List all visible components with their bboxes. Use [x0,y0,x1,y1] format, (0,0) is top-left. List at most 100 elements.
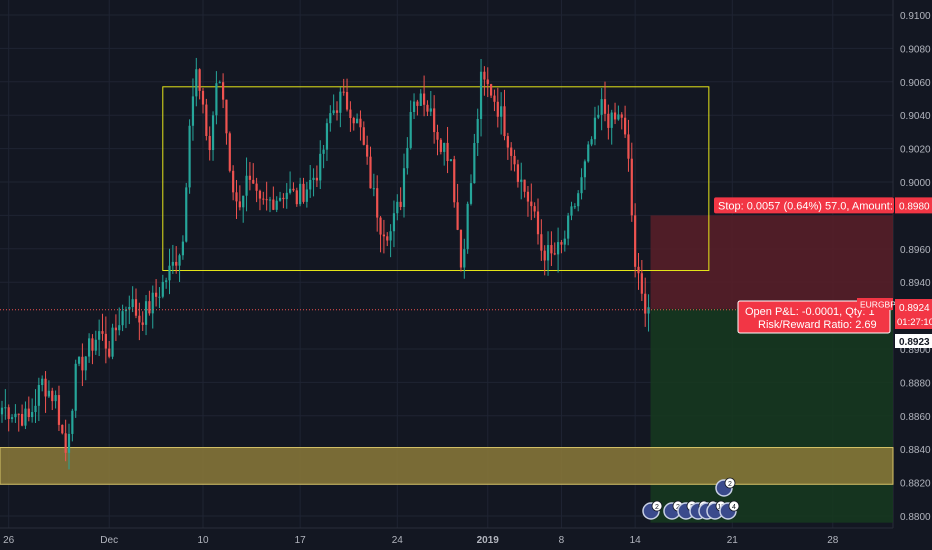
candle-body [268,199,272,201]
price-line-tag-bg [895,334,932,348]
y-tick-label: 0.8860 [900,412,931,423]
candle-body [433,108,436,133]
candle-body [148,301,151,314]
candle-body [342,91,345,93]
candle-body [14,413,17,418]
candle-body [41,378,44,386]
candle-body [530,201,533,207]
candle-body [446,142,449,162]
candle-body [74,363,77,411]
x-tick-label: 17 [295,535,307,546]
candle-body [449,159,452,162]
candle-body [319,153,322,181]
candle-body [637,266,640,274]
candle-body [114,327,117,331]
candle-body [191,96,195,126]
candle-body [37,385,40,406]
candle-body [77,356,81,364]
candle-body [315,177,318,181]
symbol-tag-bg [857,298,893,310]
candle-body [232,170,235,193]
candle-body [372,188,375,190]
y-tick-label: 0.9000 [900,178,931,189]
pnl-label[interactable]: Open P&L: -0.0001, Qty: 1 Risk/Reward Ra… [737,300,891,334]
candle-body [423,93,426,105]
candle-body [235,192,238,202]
candle-body [205,104,208,136]
symbol-tag-text: EURGBP [860,300,896,310]
candle-body [325,123,329,150]
candle-body [292,188,295,191]
y-tick-label: 0.9100 [900,11,931,22]
candle-body [486,79,489,85]
stop-zone[interactable] [650,215,893,309]
candle-body [10,417,14,419]
candle-body [225,99,228,134]
candle-body [262,198,265,200]
candle-body [111,327,114,357]
candle-body [84,356,87,371]
candle-body [399,201,402,207]
range-box[interactable] [162,86,710,272]
y-tick-label: 0.8900 [900,345,931,356]
event-badge-count-bg [724,477,736,489]
candle-body [352,117,355,124]
candle-body [500,106,503,117]
candle-body [496,101,499,117]
candle-body [168,265,171,281]
candle-body [366,144,369,157]
event-badge-count: 2 [728,481,732,488]
candle-body [493,95,496,102]
candle-body [178,255,181,266]
candle-body [526,191,530,202]
stop-label[interactable]: Stop: 0.0057 (0.64%) 57.0, Amount: 9 [714,197,902,214]
candle-body [322,149,325,154]
candle-body [51,390,54,402]
candle-body [453,159,456,203]
support-zone[interactable] [0,447,894,485]
y-tick-label: 0.8880 [900,378,931,389]
candle-body [506,136,509,148]
pnl-label-text: Open P&L: -0.0001, Qty: 1 [745,306,875,318]
candle-body [278,197,282,201]
candle-body [252,179,255,184]
candle-body [520,179,523,182]
pnl-label-bg [737,300,891,334]
candle-body [627,134,630,159]
candle-body [275,200,278,210]
candle-body [144,301,148,325]
x-tick-label: 8 [559,535,565,546]
candle-body [382,234,385,237]
candle-body [165,280,168,282]
candle-body [603,99,607,114]
candle-body [245,175,248,196]
candle-body [640,273,643,294]
candle-body [583,161,586,178]
candle-body [134,299,138,316]
candle-body [299,183,302,205]
candle-body [201,90,205,105]
candle-body [141,322,144,325]
candle-body [138,315,141,323]
candle-body [590,139,593,145]
candle-body [466,203,469,250]
candle-body [61,424,64,434]
candle-body [0,407,4,415]
candle-body [620,114,623,118]
candle-body [175,261,178,266]
stop-price-tag-bg [895,197,932,214]
candle-body [255,183,258,191]
candle-body [158,296,161,298]
target-zone[interactable] [650,308,893,523]
event-badge-count: 2 [655,504,659,511]
candle-body [624,117,627,135]
candle-body [161,281,164,297]
candle-body [607,113,610,128]
candle-body [436,132,439,140]
candle-body [181,241,184,256]
candle-body [516,164,519,182]
last-price-tag-bg [895,299,932,329]
rr-label-text: Risk/Reward Ratio: 2.69 [758,319,877,331]
event-badges[interactable]: 2231621142 [642,477,740,520]
